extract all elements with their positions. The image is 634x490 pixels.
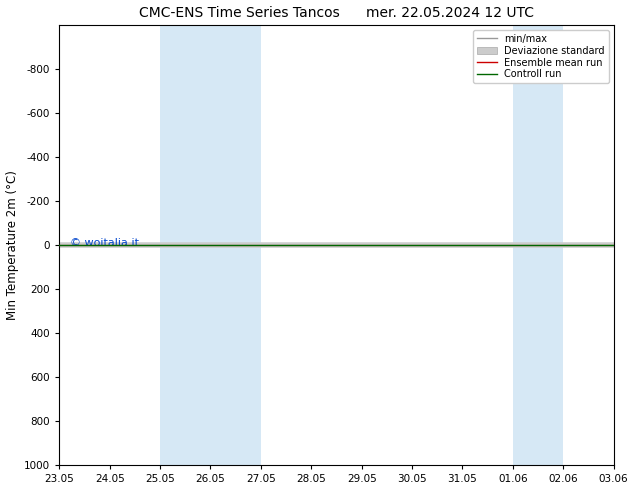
Legend: min/max, Deviazione standard, Ensemble mean run, Controll run: min/max, Deviazione standard, Ensemble m… xyxy=(473,30,609,83)
Title: CMC-ENS Time Series Tancos      mer. 22.05.2024 12 UTC: CMC-ENS Time Series Tancos mer. 22.05.20… xyxy=(139,5,534,20)
Bar xyxy=(513,25,563,465)
Bar xyxy=(160,25,261,465)
Text: © woitalia.it: © woitalia.it xyxy=(70,238,139,248)
Y-axis label: Min Temperature 2m (°C): Min Temperature 2m (°C) xyxy=(6,170,18,320)
